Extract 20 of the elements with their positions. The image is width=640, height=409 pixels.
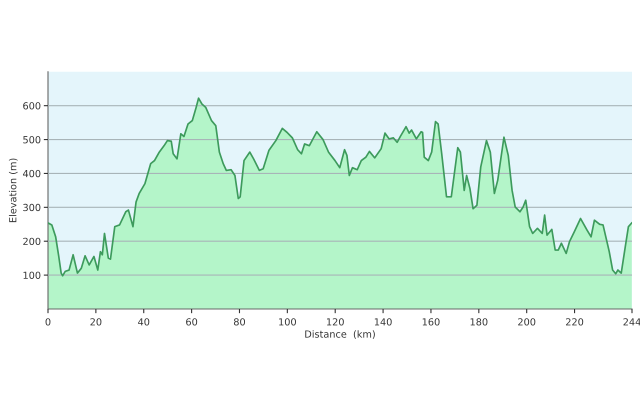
x-tick-label: 200 xyxy=(518,318,536,326)
x-tick-label: 140 xyxy=(374,318,392,326)
y-tick-label: 500 xyxy=(23,136,40,144)
x-tick-label: 0 xyxy=(46,318,50,326)
x-tick-label: 160 xyxy=(422,318,440,326)
x-tick-label: 20 xyxy=(90,318,102,326)
y-tick-label: 100 xyxy=(24,272,40,279)
y-axis-title: Elevation (m) xyxy=(8,158,18,222)
y-tick-label: 600 xyxy=(23,102,40,110)
y-tick-label: 200 xyxy=(23,238,40,246)
x-axis-title: Distance (km) xyxy=(305,330,375,339)
x-tick-label: 40 xyxy=(138,318,150,326)
y-tick-label: 400 xyxy=(22,170,40,178)
x-tick-label: 220 xyxy=(566,318,584,326)
x-tick-label: 180 xyxy=(470,318,488,326)
x-tick-label: 120 xyxy=(327,318,344,326)
x-tick-label: 60 xyxy=(186,318,198,326)
x-tick-label: 80 xyxy=(234,318,246,326)
x-tick-label: 100 xyxy=(279,318,296,326)
y-tick-label: 300 xyxy=(23,204,40,212)
